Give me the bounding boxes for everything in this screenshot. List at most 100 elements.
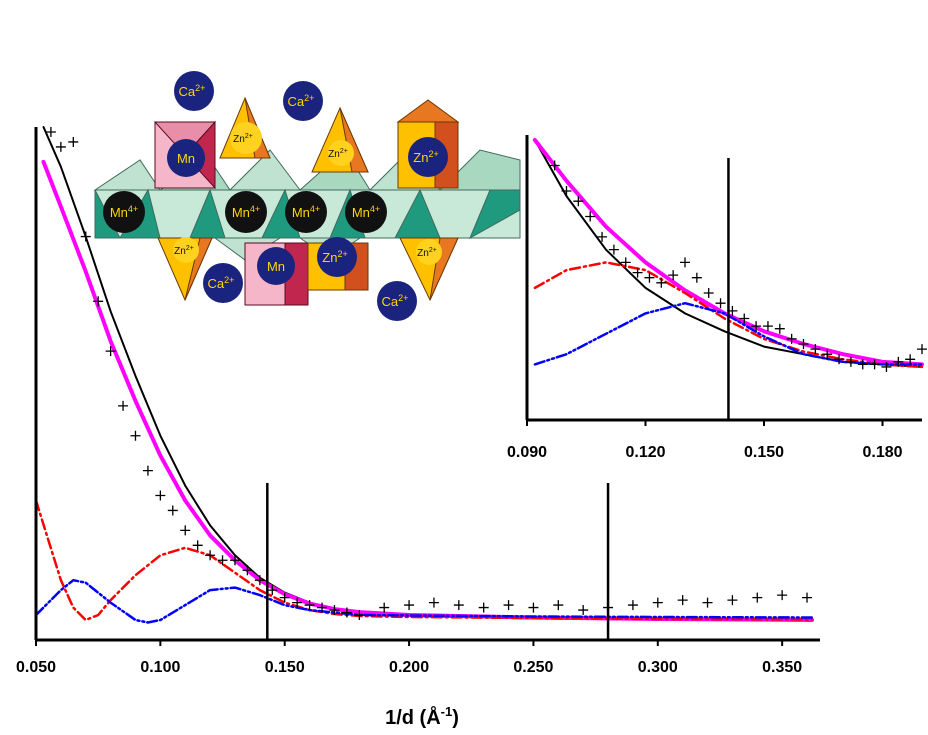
main-x-axis-title: 1/d (Å-1) [385,704,459,729]
main-data-point [142,465,153,476]
inset-data-point [869,359,880,370]
main-plot-area [34,126,814,640]
inset-data-point [620,257,631,268]
inset-data-point [822,349,833,360]
inset-data-point [597,231,608,242]
main-data-point [329,605,340,616]
inset-data-point [857,359,868,370]
mn4-ion-1: Mn4+ [103,191,145,233]
inset-series-line-4 [533,301,924,366]
main-data-point [503,600,514,611]
inset-data-point [691,272,702,283]
main-data-point [379,602,390,613]
main-data-point [217,555,228,566]
inset-data-point [751,321,762,332]
main-data-point [677,595,688,606]
main-data-point [453,600,464,611]
main-x-tick-label: 0.150 [265,659,305,676]
main-data-point [304,600,315,611]
main-series-line-3 [34,499,814,622]
inset-data-point [893,356,904,367]
svg-text:Mn: Mn [267,259,285,274]
mn-ion-top: Mn [167,139,205,177]
main-data-point [155,490,166,501]
main-x-ticks: 0.050 0.100 0.150 0.200 0.250 0.300 0.350 [16,640,802,676]
zn-ion-5: Zn2+ [317,237,357,277]
main-data-point [777,590,788,601]
main-x-tick-label: 0.250 [513,659,553,676]
inset-data-point [608,244,619,255]
main-data-point [93,296,104,307]
inset-data-point [632,267,643,278]
main-data-point [254,575,265,586]
svg-text:Ca2+: Ca2+ [208,275,235,291]
zn-ion-4: Zn2+ [173,237,199,263]
inset-data-point [680,257,690,268]
inset-data-point [644,272,655,283]
inset-x-tick-label: 0.120 [625,444,665,461]
ca-ion-1: Ca2+ [174,71,214,111]
ca-ion-3: Ca2+ [203,263,243,303]
svg-text:Zn2+: Zn2+ [174,245,194,257]
svg-text:Mn4+: Mn4+ [232,204,260,220]
inset-chart: 0.090 0.120 0.150 0.180 [507,135,927,461]
inset-data-point [585,211,596,222]
svg-text:Mn4+: Mn4+ [292,204,320,220]
svg-text:Ca2+: Ca2+ [179,83,206,99]
main-data-point [652,597,663,608]
main-data-point [130,430,141,441]
inset-data-point [810,344,821,355]
svg-text:Mn: Mn [177,151,195,166]
main-data-point [180,525,191,536]
inset-data-point [786,333,797,344]
inset-plot-area [532,138,927,420]
svg-text:Zn2+: Zn2+ [328,148,348,160]
main-data-point [428,597,439,608]
mn4-ion-4: Mn4+ [345,191,387,233]
mn4-ion-2: Mn4+ [225,191,267,233]
main-data-point [528,602,539,613]
main-data-point [192,540,203,551]
main-x-tick-label: 0.200 [389,659,429,676]
svg-text:Zn2+: Zn2+ [417,247,437,259]
svg-text:Mn4+: Mn4+ [352,204,380,220]
inset-data-point [798,339,809,349]
inset-data-point [917,344,927,355]
main-data-point [578,605,589,616]
main-data-point [80,231,91,242]
inset-data-point [656,277,667,288]
main-data-point [167,505,178,516]
main-data-point [802,592,813,603]
main-data-point [354,610,365,621]
main-data-point [702,597,713,608]
ca-ion-2: Ca2+ [283,81,323,121]
zn-tetrahedron-up-2 [311,106,369,173]
svg-text:Zn2+: Zn2+ [413,149,438,165]
main-x-tick-label: 0.300 [638,659,678,676]
main-data-point [404,600,415,611]
main-series-line-4 [34,578,814,624]
inset-data-point [573,196,584,207]
inset-data-point [703,288,714,298]
main-data-point [229,555,240,566]
inset-data-point [739,313,750,324]
inset-data-point [561,186,572,196]
main-data-point [627,600,638,611]
mn4-ion-3: Mn4+ [285,191,327,233]
svg-text:Zn2+: Zn2+ [322,249,347,265]
main-data-point [279,592,290,603]
main-data-point [553,600,564,611]
inset-data-point [668,270,679,281]
zn-ion-2: Zn2+ [328,140,354,166]
main-data-point [45,126,56,137]
main-x-tick-label: 0.350 [762,659,802,676]
main-data-point [478,602,489,613]
main-x-tick-label: 0.050 [16,659,56,676]
zn-ion-3: Zn2+ [408,137,448,177]
main-data-point [317,602,328,613]
main-data-point [55,141,66,152]
inset-data-point [845,356,856,367]
main-data-point [752,592,763,603]
crystal-structure-diagram: Mn4+ Mn4+ Mn4+ Mn4+ Mn Mn Zn2+ Zn2+ [93,71,521,321]
